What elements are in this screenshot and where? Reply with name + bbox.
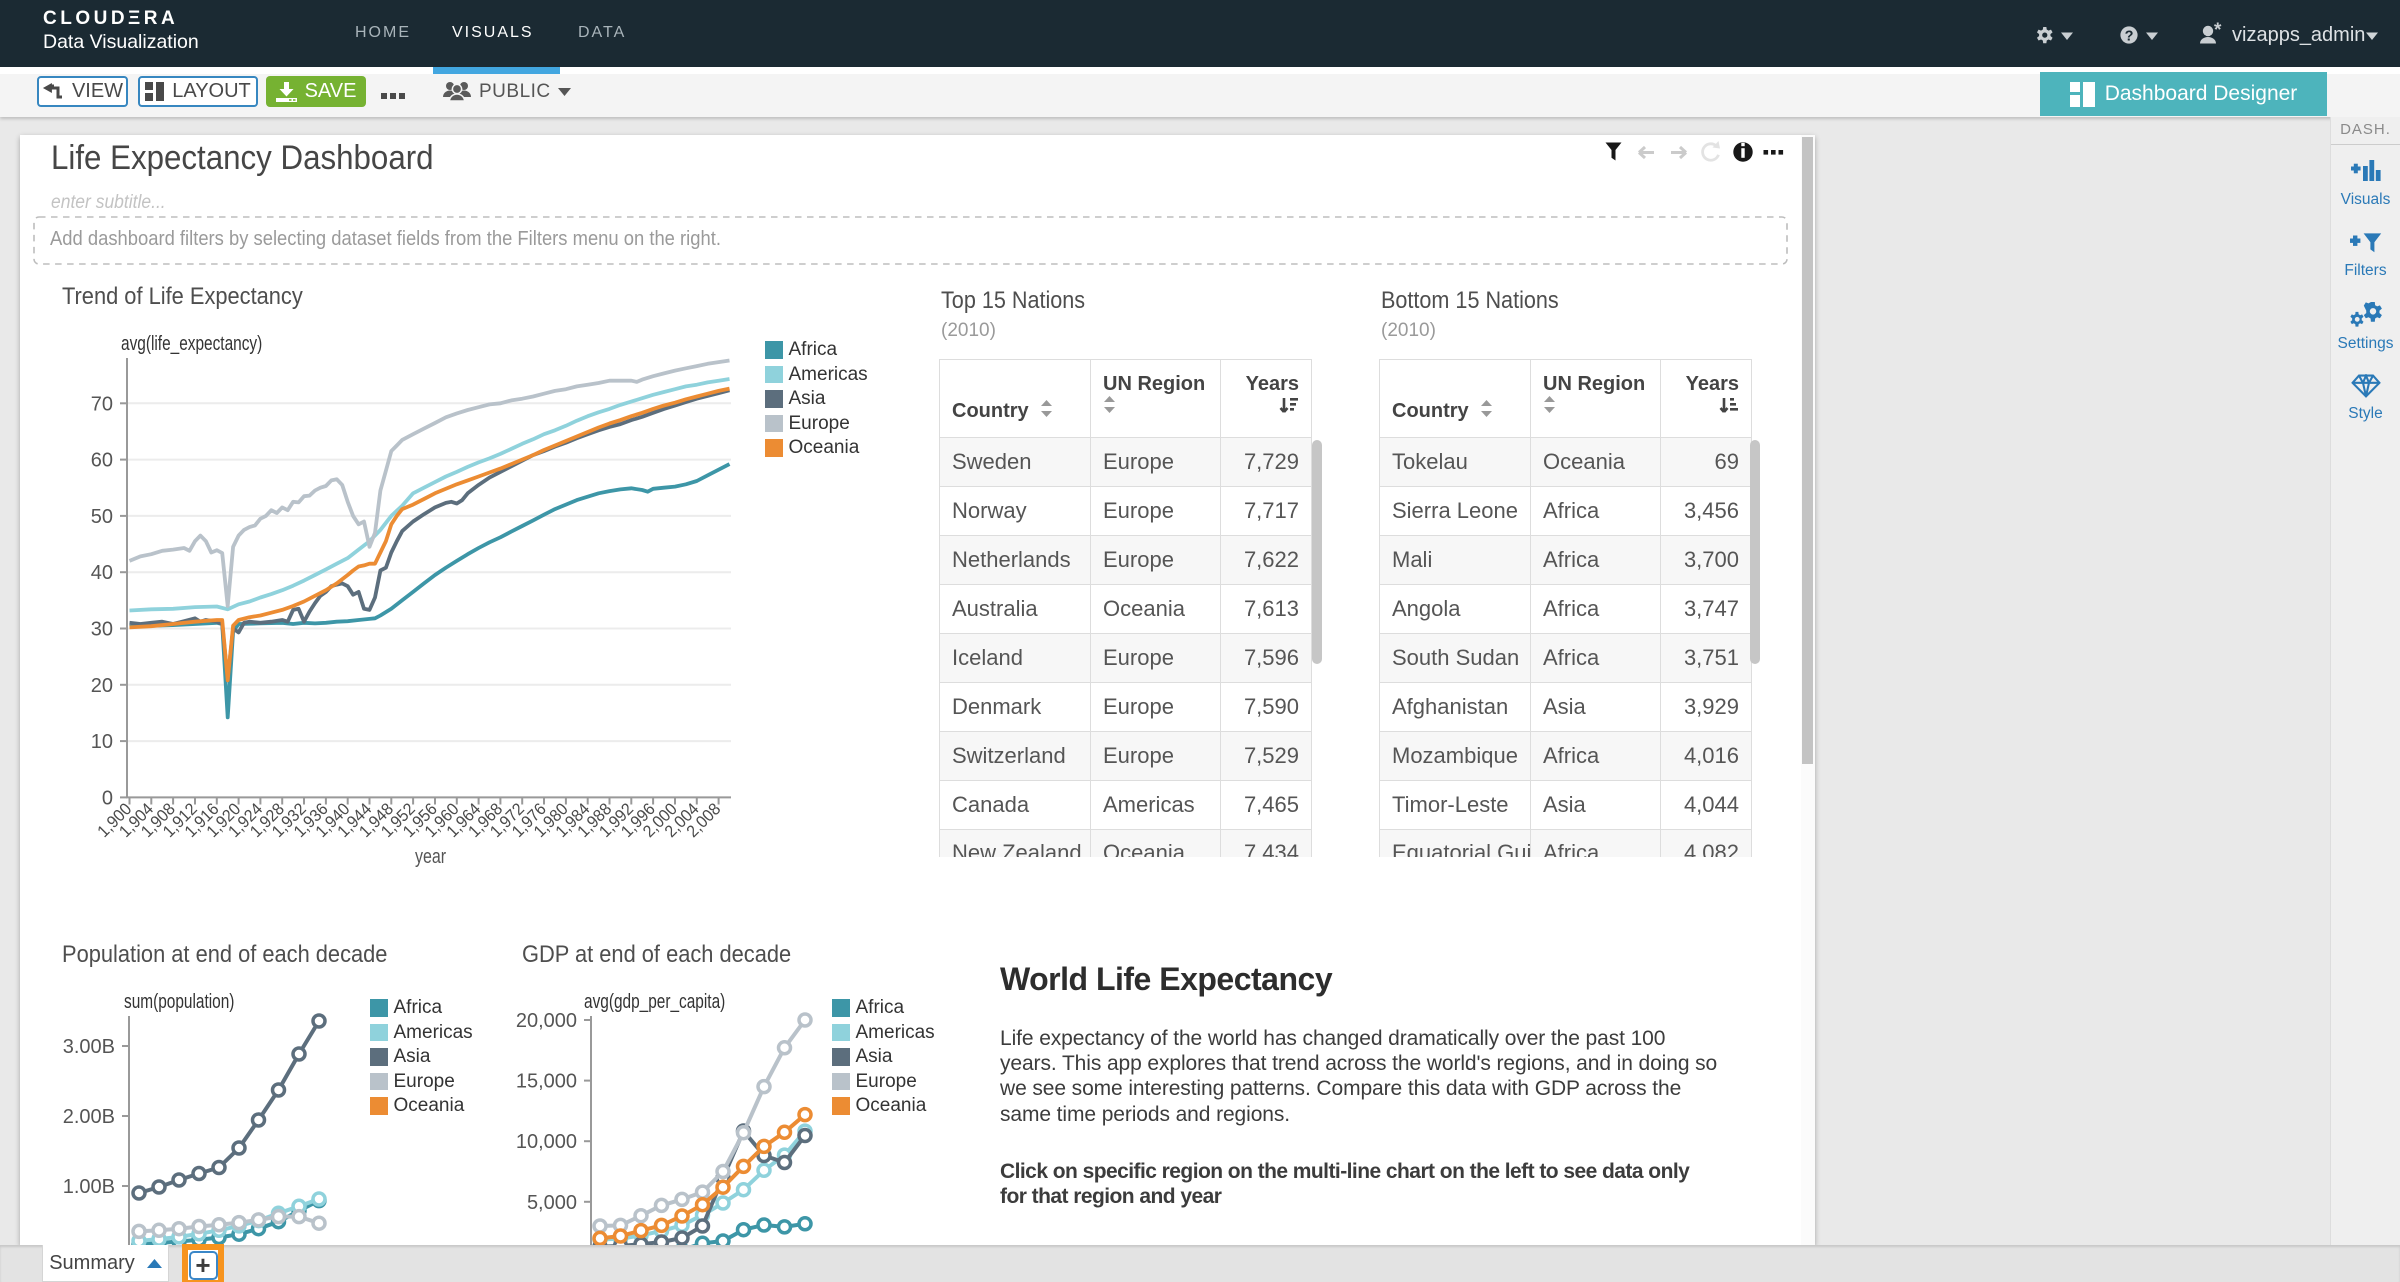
svg-text:vizapps_admin: vizapps_admin <box>2232 24 2365 46</box>
svg-text:3.00B: 3.00B <box>63 1036 115 1058</box>
svg-text:1.00B: 1.00B <box>63 1176 115 1198</box>
svg-text:15,000: 15,000 <box>516 1071 577 1093</box>
svg-text:40: 40 <box>91 562 113 584</box>
svg-text:2.00B: 2.00B <box>63 1106 115 1128</box>
svg-text:60: 60 <box>91 450 113 472</box>
svg-text:50: 50 <box>91 506 113 528</box>
svg-text:70: 70 <box>91 393 113 415</box>
svg-text:10,000: 10,000 <box>516 1131 577 1153</box>
svg-text:0: 0 <box>102 787 113 809</box>
svg-text:20,000: 20,000 <box>516 1010 577 1032</box>
svg-text:*: * <box>2214 20 2222 41</box>
svg-text:10: 10 <box>91 731 113 753</box>
svg-text:5,000: 5,000 <box>527 1192 577 1214</box>
svg-text:?: ? <box>2125 29 2134 45</box>
svg-text:20: 20 <box>91 675 113 697</box>
svg-text:30: 30 <box>91 619 113 641</box>
